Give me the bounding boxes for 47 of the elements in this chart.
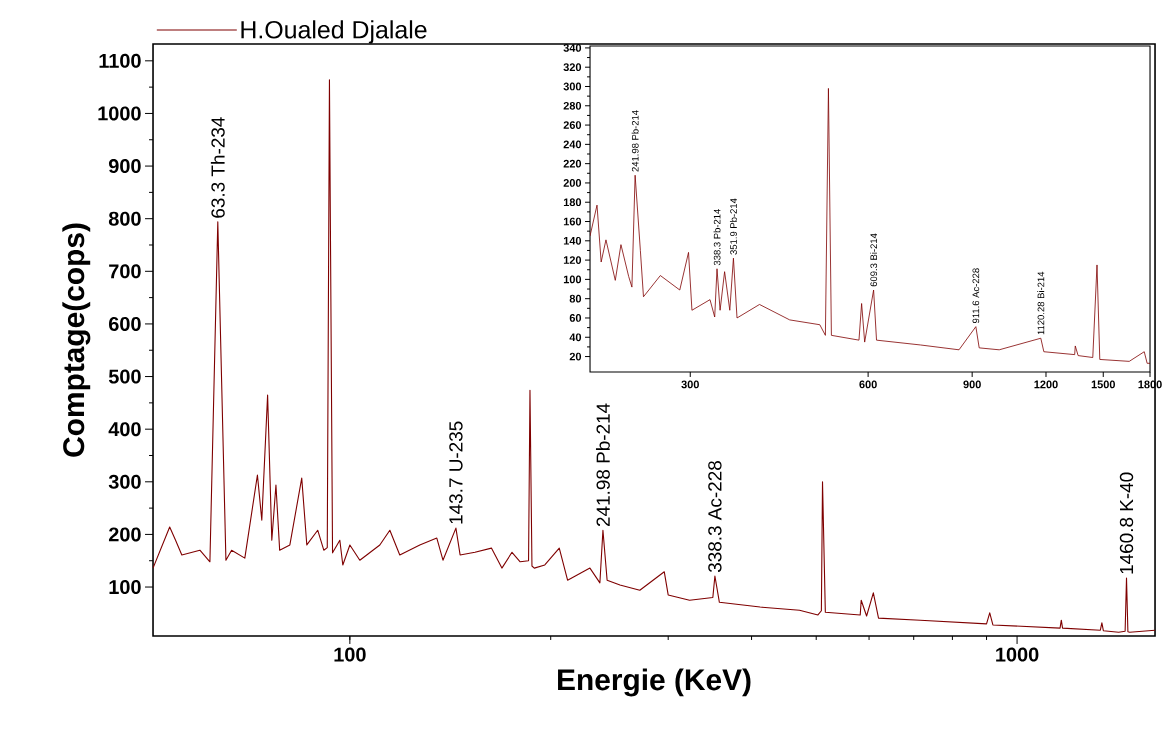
annotation: 338.3 Pb-214 bbox=[713, 209, 721, 266]
y-tick-label: 240 bbox=[563, 140, 582, 149]
y-tick-label: 280 bbox=[563, 101, 582, 110]
y-tick-label: 300 bbox=[563, 82, 582, 91]
y-tick-label: 300 bbox=[108, 474, 141, 489]
annotation: 338.3 Ac-228 bbox=[708, 461, 722, 573]
annotation: 143.7 U-235 bbox=[449, 421, 463, 524]
y-tick-label: 500 bbox=[108, 369, 141, 384]
x-tick-label: 1200 bbox=[1034, 380, 1058, 389]
y-tick-label: 120 bbox=[563, 256, 582, 264]
y-tick-label: 20 bbox=[569, 352, 582, 361]
annotation: 351.9 Pb-214 bbox=[729, 198, 737, 255]
y-tick-label: 160 bbox=[563, 217, 582, 226]
y-tick-label: 60 bbox=[569, 314, 582, 322]
x-tick-label: 1500 bbox=[1091, 380, 1115, 389]
y-tick-label: 1100 bbox=[99, 53, 141, 68]
y-tick-label: 1000 bbox=[98, 106, 141, 121]
y-tick-label: 80 bbox=[569, 294, 582, 303]
y-tick-label: 100 bbox=[563, 275, 582, 284]
legend-label: H.Oualed Djalale bbox=[241, 20, 427, 44]
y-tick-label: 200 bbox=[108, 527, 141, 542]
annotation: 1120.28 Bi-214 bbox=[1037, 271, 1045, 335]
y-tick-label: 100 bbox=[109, 580, 141, 595]
y-tick-label: 600 bbox=[109, 316, 141, 331]
y-tick-label: 320 bbox=[563, 63, 582, 72]
y-tick-label: 180 bbox=[563, 198, 582, 207]
y-axis-title: Comptage(cops) bbox=[62, 223, 91, 457]
annotation: 1460.8 K-40 bbox=[1119, 472, 1134, 574]
y-tick-label: 800 bbox=[108, 211, 141, 226]
x-tick-label: 600 bbox=[859, 380, 877, 389]
y-tick-label: 140 bbox=[563, 236, 582, 245]
y-tick-label: 260 bbox=[563, 121, 582, 129]
y-tick-label: 700 bbox=[109, 264, 141, 279]
y-tick-label: 400 bbox=[108, 422, 141, 437]
annotation: 241.98 Pb-214 bbox=[631, 110, 639, 172]
x-tick-label: 300 bbox=[681, 380, 699, 389]
y-tick-label: 900 bbox=[108, 159, 141, 174]
y-tick-label: 40 bbox=[569, 333, 582, 342]
annotation: 241.98 Pb-214 bbox=[595, 403, 610, 527]
x-tick-label: 900 bbox=[963, 380, 981, 389]
y-tick-label: 200 bbox=[563, 179, 582, 187]
annotation: 609.3 Bi-214 bbox=[870, 233, 878, 287]
y-tick-label: 340 bbox=[563, 44, 582, 52]
x-axis-title: Energie (KeV) bbox=[558, 668, 751, 697]
annotation: 911.6 Ac-228 bbox=[972, 268, 980, 324]
y-tick-label: 220 bbox=[563, 159, 582, 168]
annotation: 63.3 Th-234 bbox=[210, 117, 225, 218]
